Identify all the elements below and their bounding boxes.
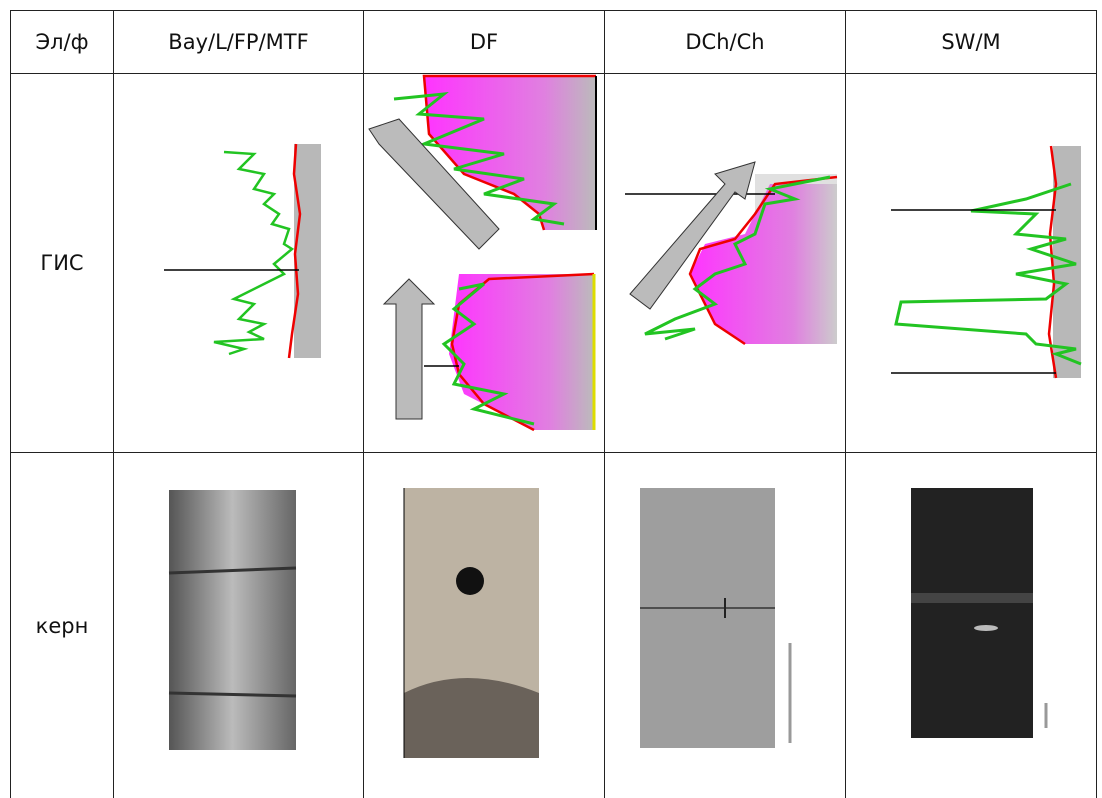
log-row: ГИС — [11, 74, 1097, 453]
drawing-shape — [294, 144, 321, 358]
drawing-shape — [169, 490, 296, 750]
drawing-shape — [911, 488, 1033, 738]
log-plot — [364, 74, 604, 452]
drawing-shape — [384, 279, 434, 419]
drawing-shape — [640, 488, 775, 748]
log-cell — [846, 74, 1097, 453]
drawing-shape — [911, 593, 1033, 603]
facies-table: Эл/ф Bay/L/FP/MTF DF DCh/Ch SW/M ГИС — [10, 10, 1097, 798]
log-plot — [114, 74, 363, 452]
core-photo — [605, 453, 845, 798]
log-cell — [114, 74, 364, 453]
header-cell: Эл/ф — [11, 11, 114, 74]
header-cell: Bay/L/FP/MTF — [114, 11, 364, 74]
drawing-shape — [974, 625, 998, 631]
drawing-shape — [456, 567, 484, 595]
page: Эл/ф Bay/L/FP/MTF DF DCh/Ch SW/M ГИС — [0, 0, 1102, 797]
core-photo — [846, 453, 1096, 798]
log-plot — [846, 74, 1096, 452]
core-cell — [364, 453, 605, 798]
log-plot — [605, 74, 845, 452]
row-label: керн — [11, 453, 114, 798]
row-label: ГИС — [11, 74, 114, 453]
log-cell — [605, 74, 846, 453]
header-cell: DF — [364, 11, 605, 74]
header-row: Эл/ф Bay/L/FP/MTF DF DCh/Ch SW/M — [11, 11, 1097, 74]
core-row: керн — [11, 453, 1097, 798]
core-photo — [364, 453, 604, 798]
drawing-shape — [449, 274, 594, 430]
core-photo — [114, 453, 363, 798]
header-cell: DCh/Ch — [605, 11, 846, 74]
core-cell — [605, 453, 846, 798]
log-cell — [364, 74, 605, 453]
core-cell — [846, 453, 1097, 798]
drawing-shape — [404, 678, 539, 758]
header-cell: SW/M — [846, 11, 1097, 74]
core-cell — [114, 453, 364, 798]
